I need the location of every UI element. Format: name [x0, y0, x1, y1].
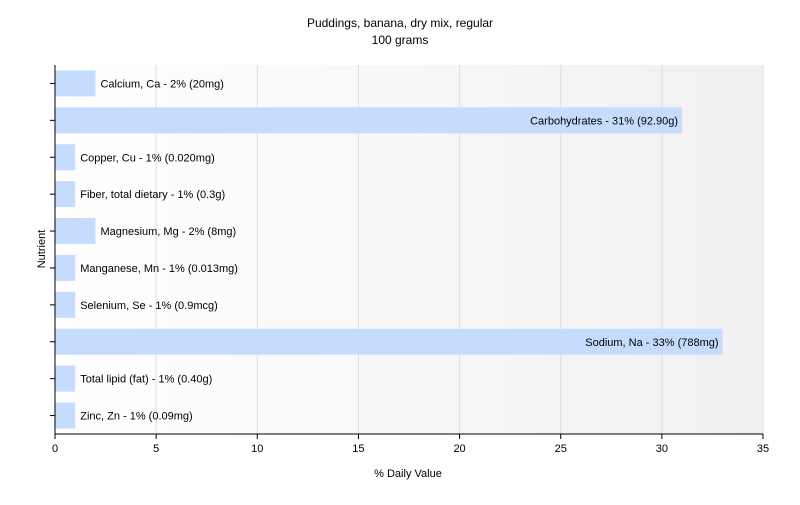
bar-label: Carbohydrates - 31% (92.90g) — [530, 115, 678, 127]
y-axis-label: Nutrient — [36, 230, 48, 269]
x-tick-labels: 0 5 10 15 20 25 30 35 — [52, 443, 769, 455]
bar-label: Copper, Cu - 1% (0.020mg) — [80, 152, 215, 164]
bar-labels: Calcium, Ca - 2% (20mg) Carbohydrates - 3… — [80, 78, 718, 422]
chart-subtitle: 100 grams — [372, 33, 429, 47]
x-tick-label: 35 — [757, 443, 769, 455]
x-axis-label: % Daily Value — [374, 468, 442, 480]
axes — [50, 65, 764, 439]
x-tick-label: 25 — [555, 443, 567, 455]
bar — [55, 291, 76, 318]
chart-title: Puddings, banana, dry mix, regular — [307, 16, 493, 30]
bar — [55, 402, 76, 429]
bar — [55, 70, 96, 97]
bar-label: Calcium, Ca - 2% (20mg) — [100, 78, 223, 90]
x-tick-label: 10 — [251, 443, 263, 455]
bar-label: Zinc, Zn - 1% (0.09mg) — [80, 411, 192, 423]
bar-label: Fiber, total dietary - 1% (0.3g) — [80, 189, 225, 201]
bar — [55, 254, 76, 281]
bar-label: Sodium, Na - 33% (788mg) — [585, 337, 718, 349]
bar — [55, 181, 76, 208]
bar-label: Total lipid (fat) - 1% (0.40g) — [80, 374, 212, 386]
bars — [55, 70, 723, 429]
bar-label: Magnesium, Mg - 2% (8mg) — [100, 226, 236, 238]
bar — [55, 365, 76, 392]
bar — [55, 107, 683, 134]
bar — [55, 328, 723, 355]
x-tick-label: 20 — [453, 443, 465, 455]
bar-label: Manganese, Mn - 1% (0.013mg) — [80, 263, 238, 275]
bar-label: Selenium, Se - 1% (0.9mcg) — [80, 300, 218, 312]
bar — [55, 218, 96, 245]
x-tick-label: 15 — [352, 443, 364, 455]
x-tick-label: 5 — [153, 443, 159, 455]
x-tick-label: 0 — [52, 443, 58, 455]
bar — [55, 144, 76, 171]
x-tick-label: 30 — [656, 443, 668, 455]
